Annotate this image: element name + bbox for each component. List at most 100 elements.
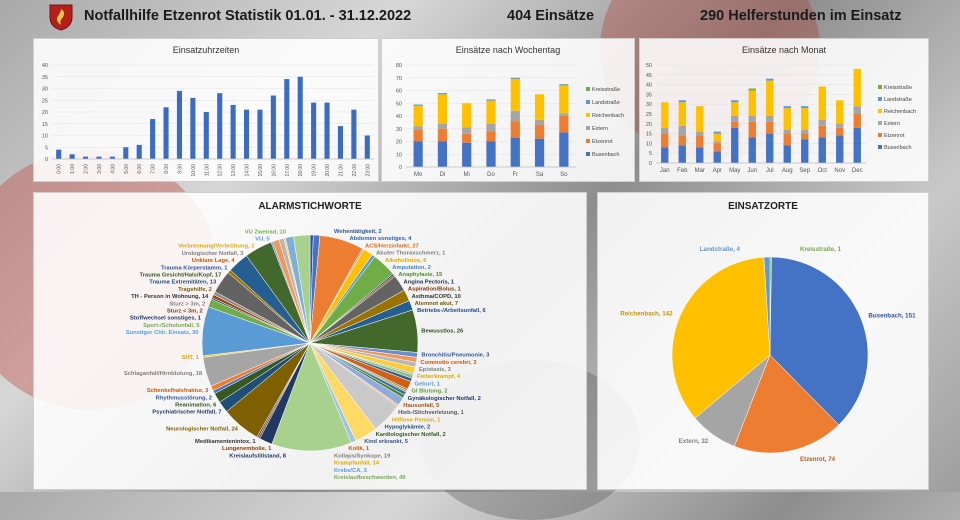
pie-data-label: Betriebs-/Arbeitsunfall, 6	[417, 308, 486, 314]
bar-segment	[437, 94, 448, 124]
pie-data-label: Trauma Gesicht/Hals/Kopf, 17	[140, 273, 222, 279]
legend-label: Reichenbach	[884, 109, 916, 115]
pie-data-label: Schlaganfall/Hirnblutung, 18	[124, 371, 203, 377]
bar-segment	[486, 123, 496, 132]
pie-chart-einsatzorte: Kreisstraße, 1 Busenbach, 151 Etzenrot, 74…	[620, 246, 916, 463]
bar-segment	[766, 133, 774, 163]
bar-segment	[766, 78, 774, 81]
bar-segment	[713, 151, 721, 163]
pie-data-label: VU, 5	[255, 237, 270, 243]
pie-data-label: Amputation, 2	[392, 265, 431, 271]
pie-data-label: Sport-/Schulunfall, 5	[143, 323, 200, 329]
legend-swatch	[878, 97, 882, 101]
bar-segment	[696, 147, 704, 163]
bar-segment	[748, 115, 756, 122]
pie-data-label: Angina Pectoris, 1	[404, 279, 455, 285]
x-tick-label: 11:00	[204, 164, 210, 176]
y-tick-label: 15	[42, 122, 48, 128]
bar-segment	[486, 99, 496, 101]
legend-swatch	[586, 126, 590, 130]
y-tick-label: 20	[42, 110, 48, 116]
pie-data-label: Sturz < 3m, 2	[167, 309, 203, 315]
y-tick-label: 5	[649, 151, 652, 157]
pie-data-label: TH - Person in Wohnung, 14	[131, 294, 209, 300]
y-tick-label: 80	[396, 63, 402, 69]
pie-data-label: Commotio cerebri, 3	[420, 360, 477, 366]
y-tick-label: 60	[396, 89, 402, 95]
bar-segment	[462, 103, 472, 128]
x-tick-label: Oct	[818, 168, 828, 174]
bar-segment	[510, 79, 520, 111]
bar	[270, 95, 276, 159]
bar-segment	[818, 125, 826, 138]
x-tick-label: 1:00	[70, 164, 76, 174]
bar-segment	[836, 127, 844, 136]
bar	[351, 109, 357, 159]
header: Notfallhilfe Etzenrot Statistik 01.01. -…	[0, 0, 960, 34]
pie-data-label: Hilflose Person, 1	[392, 417, 441, 423]
x-tick-label: Fr	[512, 172, 518, 178]
bar-segment	[413, 130, 423, 142]
y-tick-label: 30	[646, 102, 652, 108]
y-tick-label: 20	[396, 140, 402, 146]
bar-segment	[853, 114, 861, 128]
einsaetze-total: 404 Einsätze	[507, 8, 595, 24]
bar-segment	[801, 129, 809, 134]
legend-swatch	[878, 109, 882, 113]
x-tick-label: Nov	[834, 168, 845, 174]
pie-slice	[671, 256, 771, 419]
pie-slice	[733, 354, 840, 454]
bar-segment	[783, 145, 791, 163]
bar	[82, 156, 89, 159]
x-tick-label: 10:00	[191, 164, 197, 177]
x-tick-label: Jun	[747, 168, 757, 174]
bar-segment	[486, 100, 496, 124]
bar-segment	[462, 133, 472, 143]
legend-swatch	[878, 145, 882, 149]
bar-segment	[696, 106, 704, 132]
bar-segment	[748, 121, 756, 138]
bar-segment	[510, 110, 520, 122]
y-tick-label: 10	[396, 152, 402, 158]
bar-segment	[783, 106, 791, 109]
pie-data-label: Hypoglykämie, 2	[385, 425, 431, 431]
bar-segment	[853, 68, 861, 107]
pie-data-label: Krampfanfall, 14	[334, 461, 380, 467]
y-tick-label: 5	[45, 145, 48, 151]
bar-segment	[801, 108, 809, 130]
pie-slice	[271, 342, 352, 452]
x-tick-label: 2:00	[84, 164, 90, 174]
x-tick-label: 17:00	[285, 164, 291, 177]
legend-label: Etzenrot	[592, 139, 613, 145]
bar-segment	[748, 88, 756, 91]
bar	[243, 109, 250, 159]
x-tick-label: Aug	[782, 168, 793, 174]
x-tick-label: 19:00	[312, 164, 318, 177]
x-tick-label: Jul	[766, 168, 774, 174]
pie-slice	[763, 256, 771, 356]
y-tick-label: 0	[649, 161, 652, 167]
bar-segment	[696, 131, 704, 136]
bar	[190, 97, 196, 159]
stacked-bar-chart-wochentag: 0 10 20 30 40 50 60 70 80 Mo Di Mi Do Fr Sa So Kreisstra…	[396, 63, 624, 178]
y-tick-label: 30	[42, 87, 48, 93]
pie-data-label: Kreisstraße, 1	[800, 246, 841, 253]
pie-data-label: Kreislaufstillstand, 8	[229, 453, 286, 459]
bar	[176, 90, 183, 159]
bar-segment	[413, 126, 423, 131]
x-tick-label: 23:00	[365, 164, 371, 177]
bar-segment	[534, 119, 545, 125]
bar-segment	[437, 128, 448, 142]
bar-chart-einsatzuhrzeiten: 0 5 10 15 20 25 30 35 40 0:00 1:00 2:00 3:00 4:00 5:00…	[42, 63, 374, 177]
legend-swatch	[586, 87, 590, 91]
pie-data-label: Rhythmusstörung, 2	[156, 395, 212, 401]
bar-segment	[559, 84, 569, 86]
bar-segment	[462, 127, 472, 134]
y-tick-label: 35	[646, 92, 652, 98]
pie-data-label: Aspiration/Bolus, 1	[408, 287, 462, 293]
bar-segment	[713, 141, 721, 144]
pie-data-label: Asthma/COPD, 10	[412, 294, 461, 300]
pie-data-label: Reichenbach, 142	[620, 310, 673, 317]
bar-segment	[413, 104, 423, 106]
bar-segment	[766, 121, 774, 134]
